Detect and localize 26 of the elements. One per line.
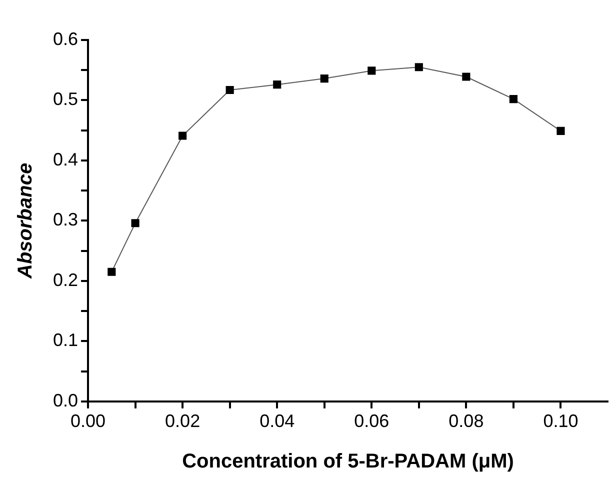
y-tick-label: 0.5	[52, 89, 78, 110]
x-tick-label: 0.06	[354, 411, 390, 432]
x-tick-label: 0.08	[448, 411, 484, 432]
y-tick-label: 0.4	[52, 149, 78, 170]
y-tick-label: 0.1	[52, 330, 78, 350]
point	[178, 132, 187, 140]
point	[108, 268, 116, 276]
point	[462, 72, 470, 81]
point	[368, 66, 376, 75]
point	[556, 126, 565, 135]
point	[226, 86, 234, 94]
point	[131, 219, 140, 228]
point	[414, 63, 423, 72]
point	[320, 74, 328, 83]
x-tick-label: 0.04	[260, 411, 295, 432]
y-tick-label: 0.2	[52, 270, 78, 290]
y-tick-label: 0.3	[52, 210, 78, 230]
x-tick-label: 0.02	[165, 411, 200, 432]
y-axis-title: Absorbance	[14, 162, 37, 280]
point	[509, 94, 518, 104]
text: 0.10	[543, 411, 578, 432]
text: 0.00	[70, 411, 106, 432]
x-axis-title: Concentration of 5-Br-PADAM (μM)	[182, 450, 514, 473]
y-tick-label: 0.6	[52, 28, 78, 49]
point	[273, 80, 282, 89]
text: 0.0	[52, 390, 78, 410]
